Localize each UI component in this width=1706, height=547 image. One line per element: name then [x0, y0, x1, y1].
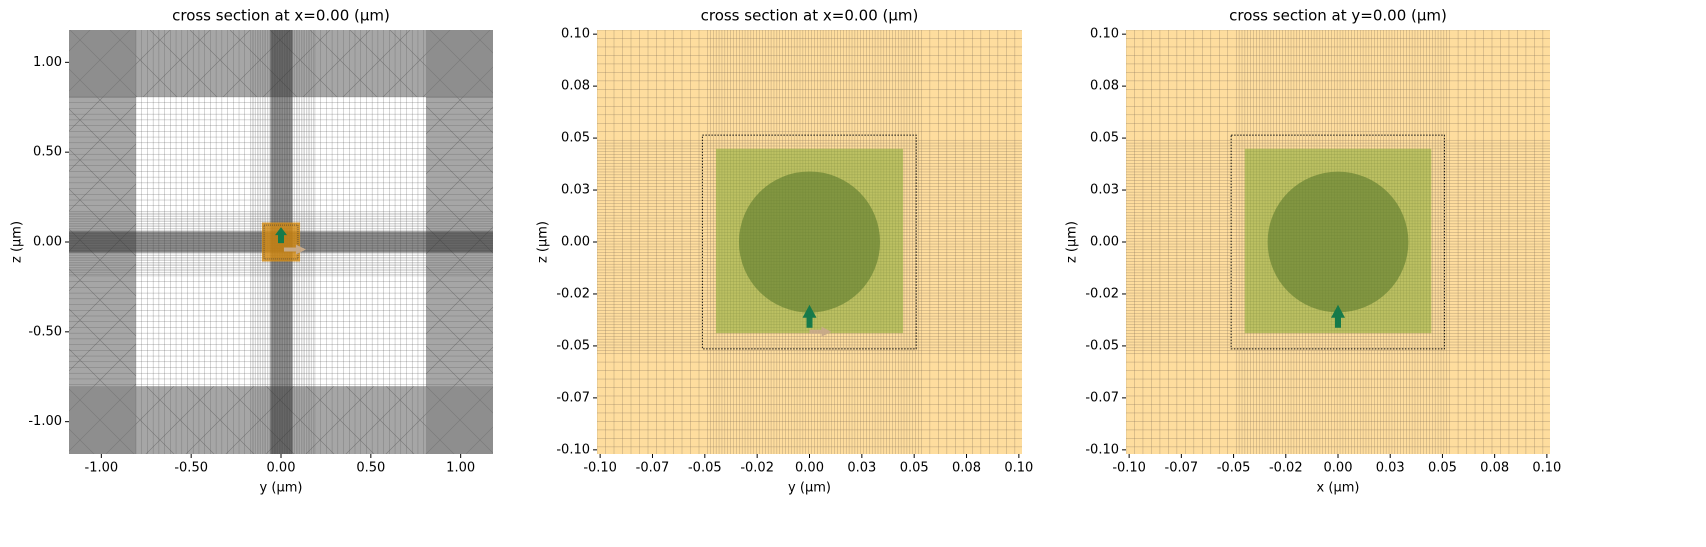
y-tick-label: 0.03 [1090, 183, 1119, 198]
x-tick-label: -0.07 [1165, 461, 1199, 476]
y-tick-label: -0.07 [556, 390, 590, 405]
y-axis-label: z (μm) [1065, 221, 1080, 263]
x-tick-label: 0.00 [267, 461, 296, 476]
direction-arrow [1331, 304, 1345, 328]
y-tick-label: -0.50 [28, 324, 62, 339]
chart-title: cross section at x=0.00 (μm) [701, 7, 919, 25]
y-tick-label: -1.00 [28, 414, 62, 429]
polarization-arrow [283, 244, 306, 255]
y-tick-label: 0.00 [561, 235, 590, 250]
polarization-arrow [809, 326, 832, 337]
monitor-box [701, 134, 917, 350]
y-tick-label: -0.05 [556, 338, 590, 353]
direction-arrow [802, 304, 817, 328]
x-tick-label: -0.05 [688, 461, 722, 476]
monitor-box [1230, 134, 1445, 350]
x-tick-label: -0.10 [1112, 461, 1146, 476]
y-axis-label: z (μm) [536, 221, 551, 263]
x-tick-label: -0.07 [636, 461, 670, 476]
x-axis-label: y (μm) [260, 481, 303, 496]
sphere [1267, 171, 1409, 313]
direction-arrow [275, 227, 287, 244]
y-tick-label: 0.10 [1090, 27, 1119, 42]
y-tick-label: 0.00 [1090, 235, 1119, 250]
y-tick-label: -0.07 [1085, 390, 1119, 405]
x-tick-label: 0.08 [1480, 461, 1509, 476]
y-tick-label: 0.08 [1090, 79, 1119, 94]
x-tick-label: 0.00 [795, 461, 824, 476]
x-tick-label: 0.08 [952, 461, 981, 476]
y-tick-label: 1.00 [33, 55, 62, 70]
x-axis-label: y (μm) [788, 481, 831, 496]
y-tick-label: 0.10 [561, 27, 590, 42]
y-tick-label: 0.05 [561, 131, 590, 146]
y-tick-label: -0.02 [1085, 286, 1119, 301]
y-tick-label: 0.03 [561, 183, 590, 198]
y-axis-label: z (μm) [10, 221, 25, 263]
x-tick-label: 0.10 [1532, 461, 1561, 476]
y-tick-label: 0.05 [1090, 131, 1119, 146]
x-tick-label: -0.50 [174, 461, 208, 476]
x-tick-label: -0.02 [1269, 461, 1303, 476]
x-tick-label: 0.50 [356, 461, 385, 476]
x-tick-label: -1.00 [85, 461, 119, 476]
plot-area [1126, 30, 1550, 454]
x-tick-label: 1.00 [446, 461, 475, 476]
sphere [738, 171, 881, 313]
plot-area [597, 30, 1022, 454]
x-tick-label: 0.05 [1428, 461, 1457, 476]
x-tick-label: -0.02 [740, 461, 774, 476]
chart-title: cross section at x=0.00 (μm) [172, 7, 390, 25]
x-tick-label: -0.10 [583, 461, 617, 476]
y-tick-label: 0.50 [33, 145, 62, 160]
x-tick-label: 0.03 [1376, 461, 1405, 476]
x-tick-label: 0.10 [1004, 461, 1033, 476]
y-tick-label: -0.10 [556, 442, 590, 457]
y-tick-label: -0.05 [1085, 338, 1119, 353]
plot-area [69, 30, 493, 454]
y-tick-label: -0.10 [1085, 442, 1119, 457]
x-tick-label: 0.00 [1324, 461, 1353, 476]
chart-title: cross section at y=0.00 (μm) [1229, 7, 1447, 25]
y-tick-label: 0.08 [561, 79, 590, 94]
x-tick-label: 0.03 [847, 461, 876, 476]
x-axis-label: x (μm) [1317, 481, 1360, 496]
y-tick-label: 0.00 [33, 235, 62, 250]
x-tick-label: 0.05 [900, 461, 929, 476]
y-tick-label: -0.02 [556, 286, 590, 301]
source-box [263, 224, 299, 260]
x-tick-label: -0.05 [1217, 461, 1251, 476]
